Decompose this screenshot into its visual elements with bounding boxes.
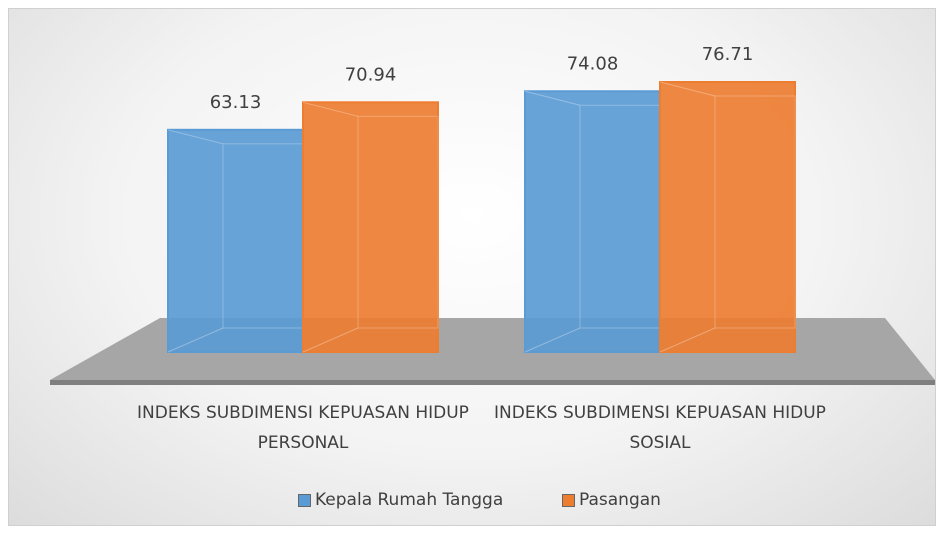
- legend-swatch: [298, 493, 311, 507]
- x-tick-label: INDEKS SUBDIMENSI KEPUASAN HIDUP SOSIAL: [494, 403, 826, 453]
- bar: [167, 128, 304, 353]
- value-label: 74.08: [567, 53, 619, 74]
- legend-item: Pasangan: [562, 490, 661, 510]
- x-tick-label: INDEKS SUBDIMENSI KEPUASAN HIDUP PERSONA…: [137, 403, 469, 453]
- bar-edge: [659, 327, 716, 353]
- bar-edge: [659, 81, 716, 97]
- bar-inner: [357, 115, 439, 329]
- legend-item: Kepala Rumah Tangga: [298, 490, 503, 510]
- bar-edge: [524, 90, 581, 106]
- value-label: 63.13: [210, 92, 262, 113]
- bar-edge: [302, 101, 359, 117]
- bar-edge: [167, 327, 224, 353]
- bar-inner: [714, 95, 796, 329]
- bar-edge: [167, 129, 224, 145]
- value-label: 76.71: [702, 44, 754, 65]
- bar-edge: [524, 327, 581, 353]
- legend-label: Pasangan: [579, 490, 661, 510]
- value-label: 70.94: [345, 64, 397, 85]
- legend-swatch: [562, 493, 575, 507]
- floor-edge: [50, 380, 935, 385]
- bar: [524, 90, 661, 354]
- bar: [659, 81, 796, 353]
- bar-edge: [302, 327, 359, 353]
- legend-label: Kepala Rumah Tangga: [315, 490, 504, 510]
- bar: [302, 101, 439, 353]
